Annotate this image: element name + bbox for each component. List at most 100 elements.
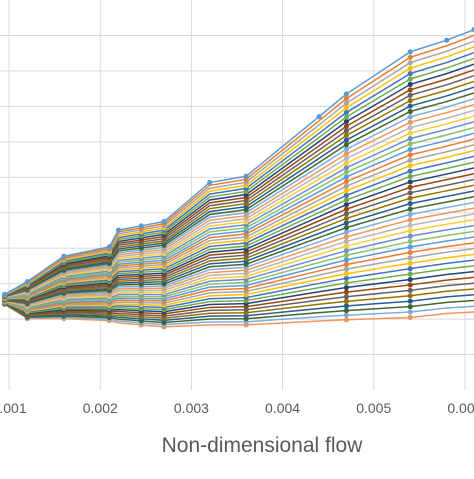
series-line bbox=[4, 75, 474, 297]
series-line bbox=[4, 92, 474, 298]
series-line bbox=[4, 40, 474, 296]
data-point bbox=[243, 173, 249, 179]
data-point bbox=[407, 244, 413, 250]
data-point bbox=[407, 190, 413, 196]
series-line bbox=[4, 103, 474, 298]
series-line bbox=[4, 303, 474, 328]
data-point bbox=[24, 278, 30, 285]
series-line bbox=[4, 109, 474, 298]
series-line bbox=[4, 190, 474, 304]
data-point bbox=[407, 195, 413, 201]
data-point bbox=[407, 114, 413, 120]
data-point bbox=[343, 238, 349, 245]
series-line bbox=[4, 213, 474, 307]
series-line bbox=[4, 230, 474, 309]
series-line bbox=[4, 138, 474, 299]
series-line bbox=[4, 51, 474, 296]
series-line bbox=[4, 46, 474, 296]
data-point bbox=[407, 119, 413, 125]
data-point bbox=[343, 178, 349, 185]
data-point bbox=[407, 201, 413, 207]
series-line bbox=[4, 167, 474, 301]
data-point bbox=[407, 146, 413, 153]
data-point bbox=[343, 146, 349, 152]
series-group bbox=[1, 27, 474, 330]
x-tick-label: 0.004 bbox=[265, 400, 300, 416]
series-1 bbox=[1, 27, 474, 298]
series-line bbox=[4, 270, 474, 315]
series-line bbox=[4, 184, 474, 303]
data-point bbox=[343, 312, 349, 318]
x-tick-label: 0.005 bbox=[356, 400, 391, 416]
series-line bbox=[4, 126, 474, 299]
data-point bbox=[106, 244, 112, 250]
data-point bbox=[343, 211, 349, 217]
data-point bbox=[343, 261, 349, 268]
series-line bbox=[4, 196, 474, 305]
data-point bbox=[407, 65, 413, 71]
data-point bbox=[343, 298, 349, 304]
data-point bbox=[407, 141, 413, 147]
x-tick-label: 0.003 bbox=[174, 400, 209, 416]
series-line bbox=[4, 98, 474, 298]
data-point bbox=[407, 60, 413, 66]
data-point bbox=[343, 105, 349, 111]
data-point bbox=[471, 27, 474, 33]
data-point bbox=[343, 128, 349, 134]
series-line bbox=[4, 149, 474, 300]
data-point bbox=[1, 291, 8, 298]
data-point bbox=[407, 298, 413, 304]
data-point bbox=[343, 100, 349, 106]
data-point bbox=[407, 255, 413, 261]
data-point bbox=[343, 206, 349, 212]
data-point bbox=[343, 252, 349, 258]
data-point bbox=[343, 192, 349, 198]
data-point bbox=[343, 197, 349, 203]
data-point bbox=[343, 169, 349, 175]
data-point bbox=[407, 287, 413, 293]
data-point bbox=[407, 92, 413, 98]
data-point bbox=[407, 233, 413, 239]
series-line bbox=[4, 242, 474, 311]
data-point bbox=[343, 275, 349, 281]
data-point bbox=[407, 206, 413, 212]
series-line bbox=[4, 253, 474, 312]
data-point bbox=[407, 228, 413, 234]
series-line bbox=[4, 299, 474, 324]
data-point bbox=[407, 130, 413, 136]
x-tick-labels: 0.001 0.002 0.003 0.004 0.005 0.006 bbox=[0, 400, 474, 416]
series-line bbox=[4, 282, 474, 317]
data-point bbox=[343, 174, 349, 180]
data-point bbox=[407, 152, 413, 158]
data-point bbox=[343, 215, 349, 222]
data-point bbox=[407, 108, 413, 115]
data-point bbox=[343, 151, 349, 157]
data-point bbox=[343, 280, 349, 286]
data-point bbox=[343, 229, 349, 235]
data-point bbox=[407, 70, 413, 77]
data-point bbox=[407, 125, 413, 131]
data-point bbox=[343, 284, 349, 291]
data-point bbox=[407, 211, 413, 218]
series-line bbox=[4, 172, 474, 302]
data-point bbox=[207, 179, 213, 186]
data-point bbox=[407, 179, 413, 185]
x-tick-label: 0.006 bbox=[447, 400, 474, 416]
data-point bbox=[444, 37, 450, 43]
data-point bbox=[407, 168, 413, 174]
series-line bbox=[4, 236, 474, 310]
data-point bbox=[343, 137, 349, 143]
data-point bbox=[343, 123, 349, 129]
data-point bbox=[407, 304, 413, 310]
data-point bbox=[343, 91, 349, 97]
series-line bbox=[4, 224, 474, 309]
data-point bbox=[343, 234, 349, 240]
series-line bbox=[4, 86, 474, 298]
data-point bbox=[343, 220, 349, 226]
series-line bbox=[4, 69, 474, 297]
data-point bbox=[343, 114, 349, 120]
series-line bbox=[4, 80, 474, 297]
series-line bbox=[4, 63, 474, 297]
series-line bbox=[4, 293, 474, 322]
series-line bbox=[4, 276, 474, 315]
